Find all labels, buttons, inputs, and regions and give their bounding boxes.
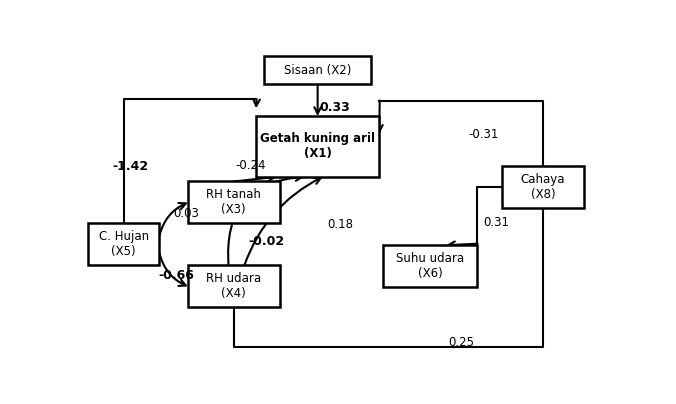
- Text: 0.03: 0.03: [174, 208, 199, 221]
- FancyBboxPatch shape: [383, 245, 477, 287]
- Text: RH tanah
(X3): RH tanah (X3): [206, 188, 261, 217]
- FancyBboxPatch shape: [188, 265, 280, 307]
- Text: Getah kuning aril
(X1): Getah kuning aril (X1): [260, 133, 375, 160]
- Text: -0.02: -0.02: [249, 235, 285, 248]
- Text: Suhu udara
(X6): Suhu udara (X6): [396, 252, 464, 280]
- Text: Cahaya
(X8): Cahaya (X8): [521, 173, 565, 201]
- Text: -1.42: -1.42: [112, 160, 149, 173]
- FancyBboxPatch shape: [188, 181, 280, 223]
- Text: -0.31: -0.31: [468, 128, 499, 141]
- Text: C. Hujan
(X5): C. Hujan (X5): [99, 230, 149, 259]
- Text: -0.24: -0.24: [236, 159, 266, 172]
- Text: RH udara
(X4): RH udara (X4): [206, 272, 262, 301]
- Text: Sisaan (X2): Sisaan (X2): [284, 64, 352, 77]
- Text: 0.33: 0.33: [320, 101, 350, 114]
- Text: -0.66: -0.66: [158, 269, 194, 282]
- Text: 0.18: 0.18: [327, 218, 353, 231]
- Text: 0.25: 0.25: [449, 336, 475, 349]
- FancyBboxPatch shape: [502, 166, 583, 208]
- Text: 0.31: 0.31: [483, 216, 509, 229]
- FancyBboxPatch shape: [89, 223, 159, 265]
- FancyBboxPatch shape: [264, 56, 371, 84]
- FancyBboxPatch shape: [256, 116, 379, 177]
